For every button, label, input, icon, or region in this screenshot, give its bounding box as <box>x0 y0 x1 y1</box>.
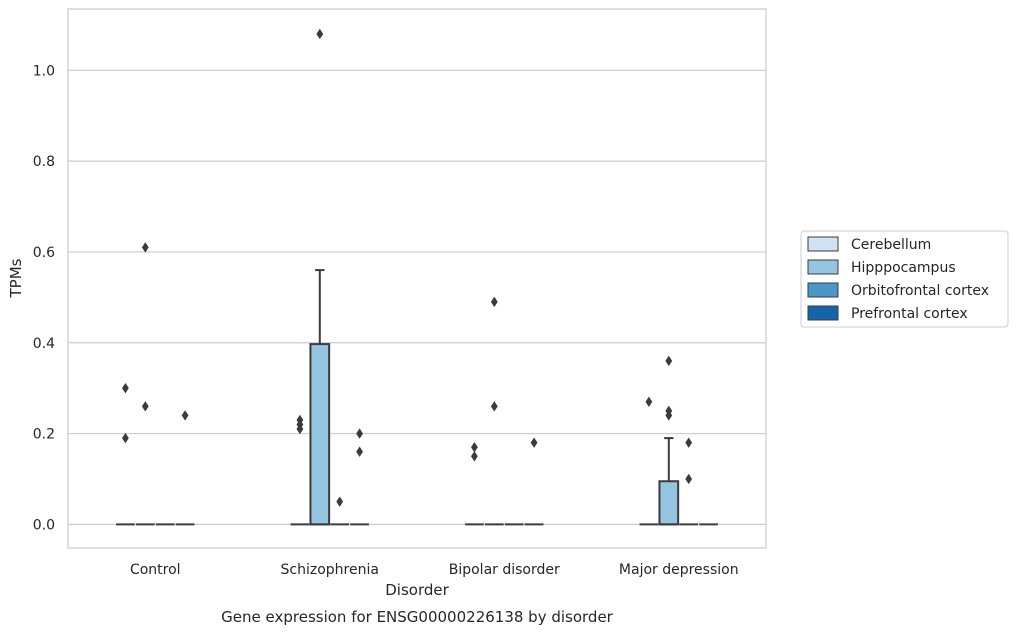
legend-label: Cerebellum <box>851 237 931 253</box>
outlier-point <box>316 28 324 40</box>
outlier-point <box>122 382 129 394</box>
outlier-point <box>530 437 538 448</box>
box-body <box>309 343 331 526</box>
box-body <box>658 480 680 526</box>
outliers <box>122 28 693 507</box>
box <box>658 437 680 526</box>
outlier-point <box>471 451 478 462</box>
outlier-point <box>645 396 653 407</box>
y-tick-labels: 0.0 0.2 0.4 0.6 0.8 1.0 <box>33 63 55 533</box>
boxes <box>116 269 718 526</box>
legend-label: Hipppocampus <box>851 260 956 276</box>
x-tick-label: Major depression <box>619 562 739 578</box>
outlier-point <box>665 355 673 367</box>
outlier-point <box>181 410 189 421</box>
y-tick-label: 0.8 <box>33 154 55 170</box>
outlier-point <box>336 496 344 507</box>
grid-lines <box>68 69 766 525</box>
outlier-point <box>665 410 673 421</box>
box <box>309 269 331 526</box>
legend-label: Prefrontal cortex <box>851 306 968 322</box>
outlier-point <box>122 432 129 444</box>
y-tick-label: 1.0 <box>33 63 55 79</box>
outlier-point <box>685 473 693 485</box>
plot-area-frame <box>67 8 767 549</box>
outlier-point <box>490 296 498 308</box>
outlier-point <box>141 242 149 253</box>
outlier-point <box>685 437 693 448</box>
x-tick-label: Control <box>130 562 181 578</box>
outlier-point <box>356 446 363 457</box>
x-axis-title: Disorder <box>385 581 449 599</box>
outlier-point <box>141 401 149 412</box>
y-tick-label: 0.0 <box>33 517 55 533</box>
x-tick-label: Bipolar disorder <box>449 562 560 578</box>
outlier-point <box>490 401 498 412</box>
chart-caption: Gene expression for ENSG00000226138 by d… <box>221 608 614 626</box>
outlier-point <box>356 428 363 439</box>
legend-swatch <box>807 259 839 275</box>
legend-label: Orbitofrontal cortex <box>851 283 989 299</box>
x-tick-label: Schizophrenia <box>281 562 379 578</box>
legend-frame <box>800 230 1009 328</box>
outlier-point <box>471 441 478 453</box>
y-tick-label: 0.4 <box>33 336 55 352</box>
legend-swatch <box>807 305 839 321</box>
legend-swatch <box>807 236 839 252</box>
legend-swatch <box>807 282 839 298</box>
outlier-point <box>296 423 304 435</box>
y-tick-label: 0.2 <box>33 427 55 443</box>
legend: Cerebellum Hipppocampus Orbitofrontal cort… <box>800 230 1009 328</box>
y-tick-label: 0.6 <box>33 245 55 261</box>
x-tick-labels: Control Schizophrenia Bipolar disorder Majo… <box>130 562 739 578</box>
y-axis-title: TPMs <box>7 258 25 298</box>
